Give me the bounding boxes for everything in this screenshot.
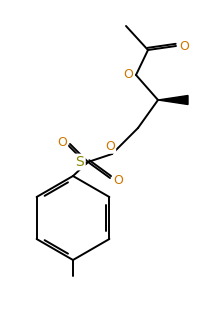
Polygon shape (158, 95, 188, 105)
Text: S: S (76, 155, 84, 169)
Text: O: O (105, 140, 115, 153)
Text: O: O (57, 135, 67, 149)
Text: O: O (123, 68, 133, 81)
Text: O: O (113, 174, 123, 186)
Text: O: O (179, 39, 189, 52)
